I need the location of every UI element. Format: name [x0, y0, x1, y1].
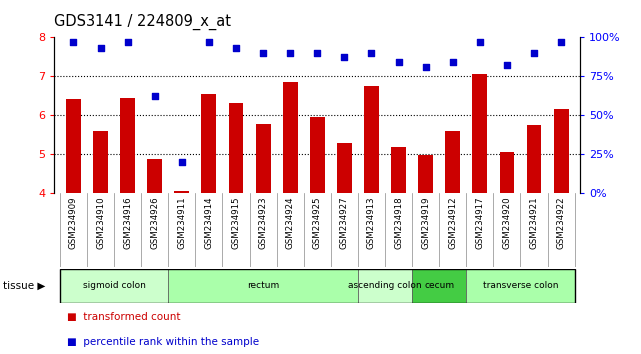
Point	[420, 64, 431, 70]
Point	[367, 50, 377, 56]
Point	[96, 45, 106, 51]
Bar	[174, 191, 189, 193]
Bar	[527, 125, 542, 193]
Bar	[60, 269, 169, 303]
Text: GSM234912: GSM234912	[448, 197, 457, 249]
Text: cecum: cecum	[424, 281, 454, 290]
Text: transverse colon: transverse colon	[483, 281, 558, 290]
Bar	[147, 159, 162, 193]
Bar	[364, 86, 379, 193]
Text: GSM234919: GSM234919	[421, 197, 430, 249]
Bar	[412, 269, 466, 303]
Text: GSM234924: GSM234924	[286, 197, 295, 249]
Text: GSM234921: GSM234921	[529, 197, 538, 249]
Point	[177, 159, 187, 165]
Text: GSM234927: GSM234927	[340, 197, 349, 249]
Point	[122, 39, 133, 45]
Bar	[554, 109, 569, 193]
Bar	[229, 103, 244, 193]
Text: GSM234913: GSM234913	[367, 197, 376, 249]
Point	[556, 39, 566, 45]
Text: rectum: rectum	[247, 281, 279, 290]
Bar	[121, 97, 135, 193]
Text: GSM234923: GSM234923	[258, 197, 267, 249]
Text: ascending colon: ascending colon	[348, 281, 422, 290]
Point	[312, 50, 322, 56]
Bar	[358, 269, 412, 303]
Point	[204, 39, 214, 45]
Point	[149, 93, 160, 99]
Text: GSM234915: GSM234915	[231, 197, 240, 249]
Point	[231, 45, 241, 51]
Point	[529, 50, 539, 56]
Bar	[283, 82, 297, 193]
Text: GSM234920: GSM234920	[503, 197, 512, 249]
Text: ■  percentile rank within the sample: ■ percentile rank within the sample	[67, 337, 260, 347]
Bar	[499, 152, 515, 193]
Text: sigmoid colon: sigmoid colon	[83, 281, 146, 290]
Text: GSM234925: GSM234925	[313, 197, 322, 249]
Bar	[337, 143, 352, 193]
Point	[475, 39, 485, 45]
Point	[394, 59, 404, 65]
Bar	[93, 131, 108, 193]
Text: GDS3141 / 224809_x_at: GDS3141 / 224809_x_at	[54, 14, 231, 30]
Bar	[418, 155, 433, 193]
Bar	[466, 269, 575, 303]
Bar	[201, 94, 217, 193]
Point	[339, 55, 349, 60]
Text: tissue ▶: tissue ▶	[3, 281, 46, 291]
Text: GSM234926: GSM234926	[150, 197, 159, 249]
Text: ■  transformed count: ■ transformed count	[67, 312, 181, 322]
Bar	[391, 147, 406, 193]
Point	[258, 50, 268, 56]
Text: GSM234910: GSM234910	[96, 197, 105, 249]
Point	[69, 39, 79, 45]
Bar	[472, 74, 487, 193]
Text: GSM234918: GSM234918	[394, 197, 403, 249]
Bar	[66, 99, 81, 193]
Bar	[310, 117, 325, 193]
Point	[502, 62, 512, 68]
Bar	[169, 269, 358, 303]
Text: GSM234922: GSM234922	[556, 197, 565, 249]
Point	[447, 59, 458, 65]
Bar	[256, 124, 271, 193]
Point	[285, 50, 296, 56]
Text: GSM234911: GSM234911	[178, 197, 187, 249]
Text: GSM234917: GSM234917	[476, 197, 485, 249]
Bar	[445, 131, 460, 193]
Text: GSM234916: GSM234916	[123, 197, 132, 249]
Text: GSM234914: GSM234914	[204, 197, 213, 249]
Text: GSM234909: GSM234909	[69, 197, 78, 249]
